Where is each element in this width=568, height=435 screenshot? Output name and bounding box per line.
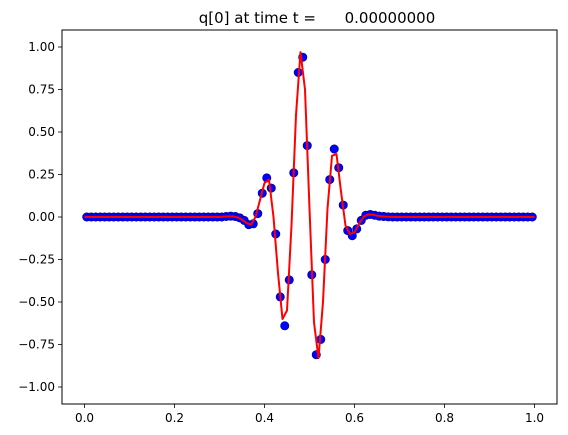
y-tick-label: 0.75 [28,83,55,97]
data-point [329,144,339,154]
x-tick-label: 0.2 [165,411,184,425]
x-tick-label: 0.4 [255,411,274,425]
y-tick-label: −0.75 [18,338,55,352]
x-tick-label: 0.6 [345,411,364,425]
x-tick-label: 0.8 [435,411,454,425]
x-tick-label: 0.0 [75,411,94,425]
chart-title: q[0] at time t = 0.00000000 [199,9,436,27]
y-tick-label: −0.25 [18,253,55,267]
marker-layer [82,52,537,360]
y-tick-label: 1.00 [28,40,55,54]
y-tick-label: 0.00 [28,210,55,224]
y-tick-label: −1.00 [18,380,55,394]
y-axis: −1.00 −0.75 −0.50 −0.25 0.00 0.25 0.50 0.75 1.00 [18,40,62,394]
x-tick-label: 1.0 [525,411,544,425]
y-tick-label: −0.50 [18,295,55,309]
series-line [84,51,535,360]
y-tick-label: 0.25 [28,168,55,182]
data-point [280,321,290,331]
x-axis: 0.0 0.2 0.4 0.6 0.8 1.0 [75,404,544,425]
plot-area [61,29,558,405]
line-layer [84,51,535,360]
y-tick-label: 0.50 [28,125,55,139]
